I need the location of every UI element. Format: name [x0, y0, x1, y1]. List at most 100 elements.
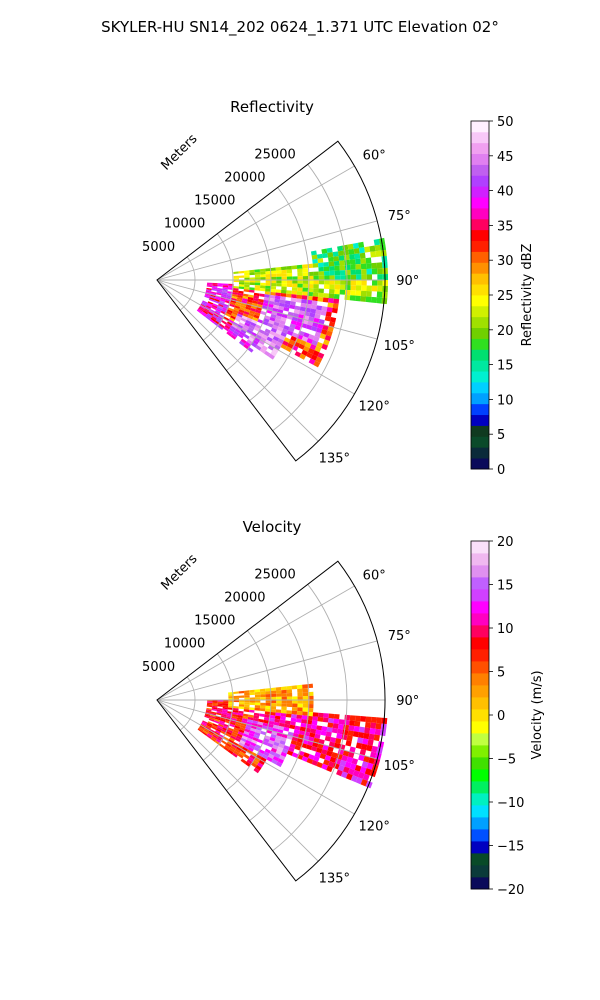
colorbar-swatch	[471, 865, 489, 878]
echo-cell	[250, 742, 257, 747]
echo-cell	[217, 284, 223, 287]
echo-cell	[249, 697, 256, 700]
echo-cell	[299, 726, 306, 732]
echo-cell	[323, 284, 330, 290]
echo-cell	[260, 697, 266, 700]
azimuth-spoke	[156, 699, 319, 862]
echo-cell	[229, 317, 235, 322]
echo-cell	[247, 326, 254, 332]
echo-cell	[217, 707, 223, 711]
echo-cell	[345, 269, 351, 276]
echo-cell	[214, 731, 220, 736]
echo-cell	[316, 725, 323, 731]
colorbar-swatch	[471, 447, 489, 459]
echo-cell	[216, 292, 222, 296]
echo-cell	[313, 755, 320, 762]
echo-cell	[273, 721, 280, 726]
echo-cell	[327, 326, 334, 333]
echo-cell	[280, 296, 286, 301]
echo-cell	[206, 303, 212, 308]
echo-cell	[260, 705, 266, 709]
angle-tick-label: 75°	[388, 629, 411, 644]
echo-cell	[265, 708, 271, 712]
echo-cell	[198, 307, 204, 312]
echo-cell	[291, 265, 298, 270]
echo-cell	[243, 324, 250, 330]
echo-cell	[341, 755, 348, 762]
echo-cell	[281, 700, 287, 704]
echo-cell	[268, 720, 275, 725]
echo-cell	[257, 721, 264, 726]
echo-cell	[231, 297, 237, 302]
echo-cell	[228, 697, 234, 700]
echo-cell	[353, 725, 360, 732]
echo-cell	[358, 241, 365, 249]
radial-tick-label: 20000	[224, 590, 265, 605]
echo-cell	[344, 259, 351, 266]
echo-cell	[253, 746, 260, 752]
echo-cell	[377, 280, 383, 286]
echo-cell	[209, 295, 216, 299]
echo-cell	[232, 292, 239, 295]
echo-cell	[264, 714, 271, 718]
echo-cell	[351, 758, 359, 765]
echo-cell	[270, 280, 277, 284]
echo-cell	[278, 323, 285, 329]
echo-cell	[270, 696, 277, 700]
echo-cell	[328, 293, 335, 299]
radial-tick-label: 15000	[194, 194, 235, 209]
echo-cell	[295, 718, 302, 723]
echo-cell	[286, 269, 293, 274]
echo-cell	[273, 304, 279, 310]
angle-tick-label: 135°	[319, 451, 350, 466]
echo-cell	[211, 316, 217, 321]
echo-cell	[260, 277, 266, 280]
echo-cell	[281, 269, 287, 274]
echo-cell	[246, 329, 253, 335]
echo-cell	[354, 253, 361, 260]
colorbar-swatch	[471, 218, 489, 231]
echo-cell	[301, 756, 309, 762]
echo-cell	[275, 270, 282, 274]
echo-cell	[279, 299, 286, 304]
echo-cell	[240, 302, 247, 307]
echo-cell	[294, 725, 301, 731]
echo-cell	[268, 300, 275, 305]
echo-cell	[360, 263, 367, 270]
echo-cell	[196, 309, 202, 314]
echo-cell	[339, 260, 345, 266]
echo-cell	[319, 753, 327, 760]
echo-cell	[204, 714, 211, 718]
echo-cell	[260, 691, 266, 695]
echo-cell	[295, 741, 303, 747]
echo-cell	[254, 269, 261, 273]
colorbar-swatch	[471, 601, 489, 614]
echo-cell	[215, 715, 221, 719]
echo-cell	[260, 694, 266, 698]
echo-cell	[235, 735, 242, 740]
echo-cell	[232, 309, 239, 314]
echo-cell	[230, 325, 237, 331]
echo-cell	[247, 716, 254, 721]
echo-cell	[280, 293, 287, 297]
echo-cell	[269, 714, 276, 719]
echo-cell	[216, 291, 223, 294]
echo-cell	[291, 710, 298, 715]
echo-cell	[373, 734, 380, 742]
echo-cell	[355, 295, 361, 302]
echo-cell	[240, 338, 247, 344]
echo-cell	[352, 731, 359, 738]
angle-tick-label: 75°	[388, 209, 411, 224]
echo-cell	[286, 280, 293, 284]
echo-cell	[369, 728, 376, 735]
echo-cell	[235, 721, 242, 725]
range-ring	[179, 256, 196, 311]
echo-cell	[261, 754, 269, 760]
echo-cell	[275, 315, 282, 321]
echo-cell	[233, 271, 239, 274]
echo-cell	[237, 324, 244, 330]
echo-cell	[278, 725, 285, 731]
echo-cell	[275, 686, 282, 691]
echo-cell	[270, 702, 277, 707]
echo-cell	[275, 289, 282, 294]
